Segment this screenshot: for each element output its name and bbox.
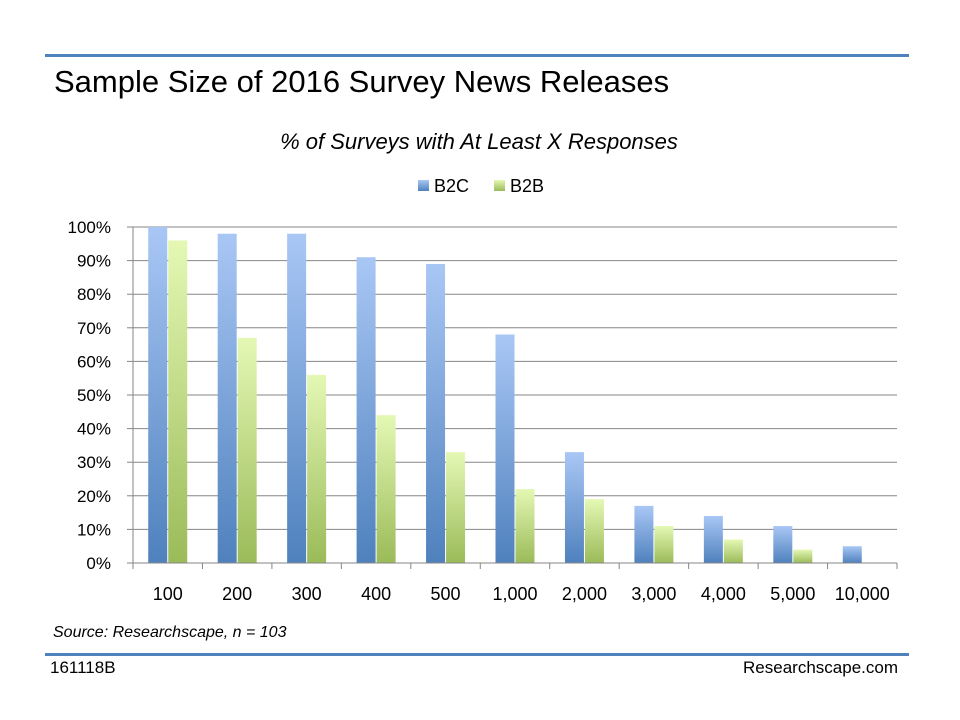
bar-b2c-300 (287, 233, 307, 563)
x-tick-label: 100 (153, 584, 183, 604)
footer-site: Researchscape.com (743, 658, 898, 677)
x-tick-labels: 100 200 300 400 500 1,000 2,000 3,000 4,000 5,000… (153, 584, 890, 604)
chart-title: % of Surveys with At Least X Responses (280, 129, 678, 154)
bar-b2b-2-000 (584, 499, 604, 563)
footer-code: 161118B (50, 658, 116, 677)
x-tick-label: 1,000 (492, 584, 537, 604)
bar-b2c-1-000 (495, 334, 515, 563)
bar-b2c-500 (426, 263, 446, 563)
x-tick-label: 2,000 (562, 584, 607, 604)
slide-title: Sample Size of 2016 Survey News Releases (54, 64, 670, 99)
bar-b2b-4-000 (723, 539, 743, 563)
chart-legend: B2C B2B (418, 176, 544, 196)
y-tick-label: 100% (68, 218, 111, 237)
legend-label-b2b: B2B (510, 176, 544, 196)
source-note: Source: Researchscape, n = 103 (53, 624, 287, 641)
bar-b2b-200 (237, 337, 257, 563)
bar-b2c-400 (356, 257, 376, 563)
bars (148, 227, 862, 563)
y-tick-label: 60% (77, 352, 111, 371)
y-tick-label: 50% (77, 386, 111, 405)
bar-b2c-10-000 (842, 546, 862, 563)
bar-b2c-3-000 (634, 505, 654, 563)
y-tick-label: 0% (86, 554, 111, 573)
y-tick-label: 10% (77, 520, 111, 539)
x-tick-label: 4,000 (701, 584, 746, 604)
legend-swatch-b2b (494, 180, 505, 191)
gridlines (133, 226, 897, 530)
x-tick-label: 5,000 (770, 584, 815, 604)
x-tick-label: 3,000 (631, 584, 676, 604)
x-tick-label: 300 (292, 584, 322, 604)
bar-b2b-3-000 (654, 526, 674, 563)
x-tick-label: 200 (222, 584, 252, 604)
bar-b2c-5-000 (773, 526, 793, 563)
top-rule (45, 54, 909, 57)
y-tick-label: 30% (77, 453, 111, 472)
x-tick-label: 500 (431, 584, 461, 604)
y-tick-label: 70% (77, 319, 111, 338)
bar-b2b-5-000 (793, 549, 813, 563)
x-tick-label: 400 (361, 584, 391, 604)
y-tick-labels: 0% 10% 20% 30% 40% 50% 60% 70% 80% 90% 100% (68, 218, 111, 573)
bar-b2c-200 (217, 233, 237, 563)
legend-label-b2c: B2C (434, 176, 469, 196)
axes (127, 226, 898, 569)
bar-b2b-500 (446, 452, 466, 563)
bar-b2b-300 (307, 374, 327, 563)
bar-b2b-1-000 (515, 489, 535, 563)
bar-b2c-100 (148, 227, 168, 563)
bottom-rule (45, 653, 909, 656)
bar-b2c-4-000 (703, 515, 723, 563)
bar-b2c-2-000 (564, 452, 584, 563)
y-tick-label: 40% (77, 420, 111, 439)
y-tick-label: 20% (77, 487, 111, 506)
y-tick-label: 80% (77, 285, 111, 304)
x-tick-label: 10,000 (835, 584, 890, 604)
bar-b2b-100 (168, 240, 188, 563)
legend-swatch-b2c (418, 180, 429, 191)
y-tick-label: 90% (77, 252, 111, 271)
bar-b2b-400 (376, 415, 396, 563)
